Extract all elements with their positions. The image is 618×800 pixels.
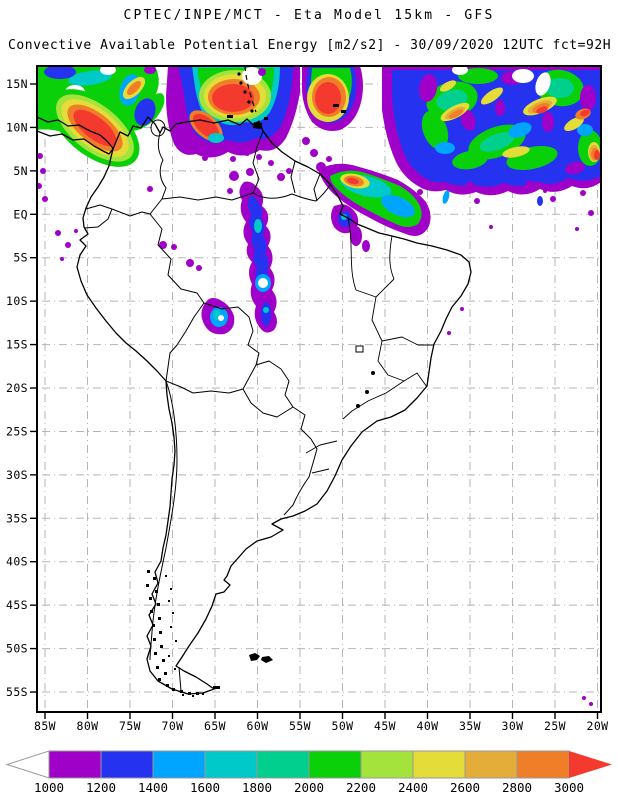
axis-ticks — [30, 83, 599, 719]
lon-tick-label: 35W — [459, 719, 481, 733]
lon-tick-label: 45W — [374, 719, 396, 733]
map-frame — [36, 65, 602, 713]
colorbar-tick-label: 1200 — [86, 780, 116, 795]
lon-tick-label: 65W — [204, 719, 226, 733]
colorbar-cell — [100, 750, 154, 779]
colorbar-tick-label: 2000 — [294, 780, 324, 795]
colorbar-cell — [204, 750, 258, 779]
lat-tick-label: 45S — [6, 598, 28, 612]
lat-tick-label: 30S — [6, 468, 28, 482]
lat-tick-label: 5N — [13, 164, 28, 178]
colorbar-tick-label: 2800 — [502, 780, 532, 795]
lon-tick-label: 50W — [332, 719, 354, 733]
cape-field — [37, 66, 601, 706]
colorbar-tick-label: 1000 — [34, 780, 64, 795]
lon-tick-label: 25W — [544, 719, 566, 733]
lon-tick-label: 75W — [119, 719, 141, 733]
colorbar-over-arrow — [569, 751, 612, 778]
brazil-state-borders — [305, 217, 434, 474]
colorbar-cell — [464, 750, 518, 779]
colorbar-tick-label: 2400 — [398, 780, 428, 795]
lon-tick-label: 70W — [162, 719, 184, 733]
colorbar-cell — [152, 750, 206, 779]
coastlines-borders — [37, 72, 472, 697]
lat-tick-label: EQ — [13, 207, 28, 221]
lon-tick-label: 55W — [289, 719, 311, 733]
lat-tick-label: 35S — [6, 511, 28, 525]
colorbar-tick-label: 3000 — [554, 780, 584, 795]
colorbar-cell — [48, 750, 102, 779]
lat-tick-label: 15S — [6, 338, 28, 352]
lon-tick-label: 40W — [417, 719, 439, 733]
page-subtitle: Convective Available Potential Energy [m… — [8, 38, 611, 53]
colorbar-tick-label: 1600 — [190, 780, 220, 795]
lat-tick-label: 10N — [6, 120, 28, 134]
lon-tick-label: 30W — [502, 719, 524, 733]
lat-tick-label: 25S — [6, 424, 28, 438]
colorbar-cell — [308, 750, 362, 779]
page-title: CPTEC/INPE/MCT - Eta Model 15km - GFS — [124, 8, 495, 23]
colorbar-cell — [412, 750, 466, 779]
lon-tick-label: 80W — [77, 719, 99, 733]
lat-tick-label: 20S — [6, 381, 28, 395]
colorbar-tick-label: 1800 — [242, 780, 272, 795]
islands — [213, 72, 273, 689]
longitude-axis: 85W 80W 75W 70W 65W 60W 55W 50W 45W 40W 35W 30W 25W 2… — [34, 719, 608, 733]
lon-tick-label: 85W — [34, 719, 56, 733]
lat-tick-label: 55S — [6, 685, 28, 699]
south-america-coastline — [76, 116, 472, 695]
colorbar-tick-label: 2600 — [450, 780, 480, 795]
colorbar-cell — [256, 750, 310, 779]
lat-tick-label: 50S — [6, 642, 28, 656]
colorbar-cell — [360, 750, 414, 779]
colorbar-tick-label: 2200 — [346, 780, 376, 795]
central-america-coastline — [37, 116, 114, 155]
lat-tick-label: 10S — [6, 294, 28, 308]
lon-tick-label: 60W — [247, 719, 269, 733]
latitude-axis: 15N 10N 5N EQ 5S 10S 15S 20S 25S 30S 35S 40S 45S 50S 5… — [6, 77, 28, 699]
colorbar-labels: 1000 1200 1400 1600 1800 2000 2200 2400 2600 2800… — [34, 780, 584, 795]
colorbar: 1000 1200 1400 1600 1800 2000 2200 2400 2600 2800… — [5, 750, 612, 795]
country-borders — [83, 130, 331, 692]
lake-maracaibo — [150, 119, 166, 137]
colorbar-cells — [48, 750, 570, 779]
lon-tick-label: 20W — [587, 719, 609, 733]
colorbar-tick-label: 1400 — [138, 780, 168, 795]
lat-tick-label: 5S — [13, 251, 28, 265]
lat-tick-label: 15N — [6, 77, 28, 91]
lat-tick-label: 40S — [6, 555, 28, 569]
colorbar-under-arrow — [5, 750, 50, 779]
minor-map-marks — [355, 345, 375, 408]
colorbar-cell — [516, 750, 570, 779]
